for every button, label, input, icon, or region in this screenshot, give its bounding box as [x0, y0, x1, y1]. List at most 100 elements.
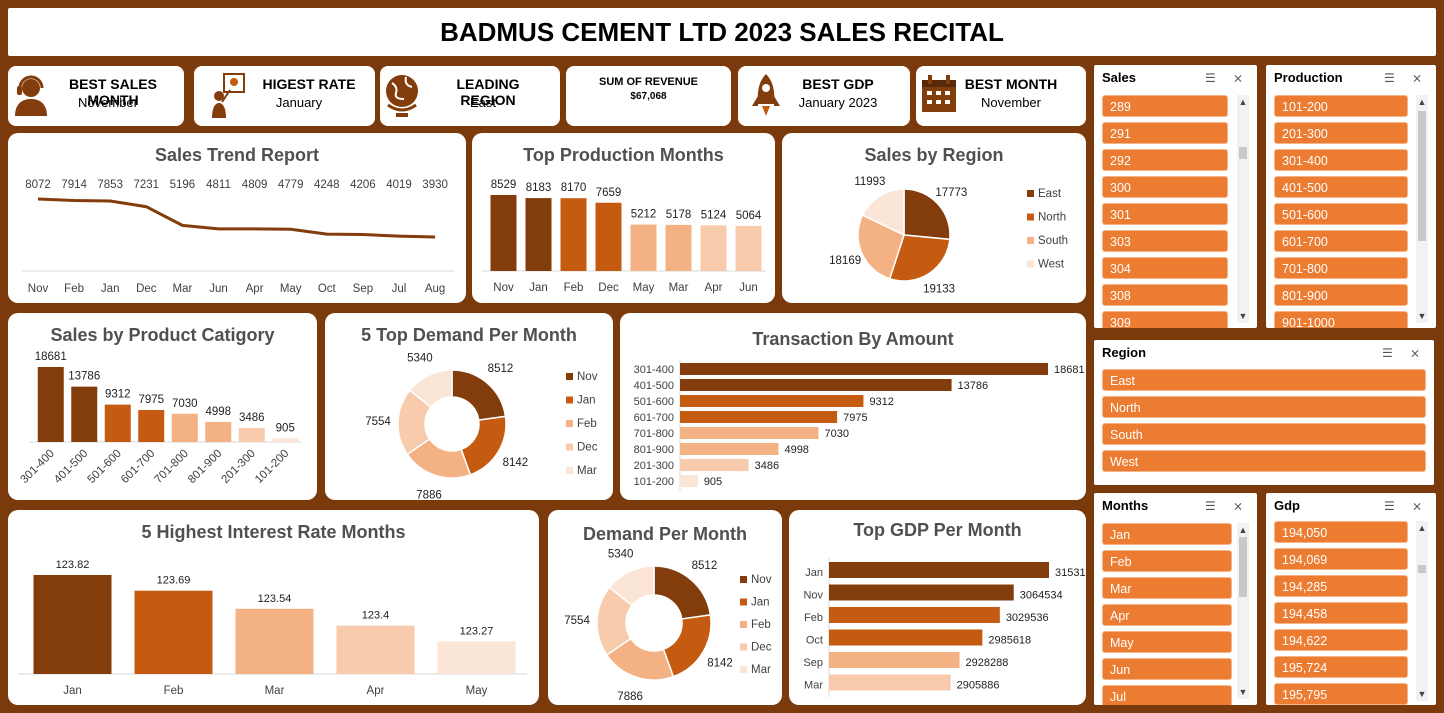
- data-label: 4248: [314, 179, 340, 191]
- slicer-item[interactable]: Jan: [1102, 523, 1232, 545]
- y-tick-label: 201-300: [634, 460, 674, 472]
- x-tick-label: May: [280, 283, 302, 295]
- region-slicer[interactable]: Region ☰ ⨯ East North South West: [1094, 340, 1434, 485]
- slicer-item[interactable]: 801-900: [1274, 284, 1408, 306]
- series-line: [37, 197, 436, 239]
- rocket-icon: [752, 74, 780, 116]
- bar: [680, 475, 698, 487]
- slicer-item[interactable]: 301-400: [1274, 149, 1408, 171]
- slicer-item[interactable]: 304: [1102, 257, 1228, 279]
- slicer-item[interactable]: 201-300: [1274, 122, 1408, 144]
- multi-select-icon[interactable]: ☰: [1384, 71, 1395, 85]
- scrollbar[interactable]: [1416, 95, 1428, 323]
- x-tick-label: Sep: [353, 283, 373, 295]
- slicer-item[interactable]: West: [1102, 450, 1426, 472]
- scrollbar[interactable]: [1416, 521, 1428, 701]
- data-label: 123.82: [56, 559, 90, 571]
- slicer-item[interactable]: 309: [1102, 311, 1228, 328]
- slicer-item[interactable]: 401-500: [1274, 176, 1408, 198]
- slicer-item[interactable]: 194,050: [1274, 521, 1408, 543]
- slicer-item[interactable]: Jun: [1102, 658, 1232, 680]
- scrollbar[interactable]: [1237, 95, 1249, 323]
- legend-label: West: [1038, 259, 1065, 271]
- slicer-item[interactable]: 300: [1102, 176, 1228, 198]
- bar: [680, 379, 952, 391]
- slicer-item[interactable]: 194,458: [1274, 602, 1408, 624]
- scroll-up-icon[interactable]: ▲: [1238, 97, 1248, 107]
- slicer-item[interactable]: 194,622: [1274, 629, 1408, 651]
- scroll-up-icon[interactable]: ▲: [1417, 523, 1427, 533]
- production-slicer[interactable]: Production ☰ ⨯ 101-200 201-300 301-400 401-500…: [1266, 65, 1436, 328]
- multi-select-icon[interactable]: ☰: [1382, 346, 1393, 360]
- legend-label: Nov: [751, 574, 772, 586]
- scrollbar-thumb[interactable]: [1239, 537, 1247, 597]
- data-label: 3029536: [1006, 612, 1049, 624]
- data-label: 4811: [206, 179, 231, 191]
- slicer-item[interactable]: 303: [1102, 230, 1228, 252]
- slicer-item[interactable]: South: [1102, 423, 1426, 445]
- scrollbar[interactable]: [1237, 523, 1249, 699]
- scroll-down-icon[interactable]: ▼: [1417, 311, 1427, 321]
- slicer-item[interactable]: 701-800: [1274, 257, 1408, 279]
- y-tick-label: 701-800: [634, 428, 674, 440]
- slicer-item[interactable]: 901-1000: [1274, 311, 1408, 328]
- slicer-item[interactable]: Feb: [1102, 550, 1232, 572]
- scrollbar-thumb[interactable]: [1418, 111, 1426, 241]
- scroll-down-icon[interactable]: ▼: [1238, 311, 1248, 321]
- slicer-item[interactable]: 501-600: [1274, 203, 1408, 225]
- sales-slicer[interactable]: Sales ☰ ⨯ 289 291 292 300 301 303 304 308 309 ▲ ▼: [1094, 65, 1257, 328]
- kpi-best-gdp: BEST GDP January 2023: [738, 66, 910, 126]
- legend-swatch: [740, 666, 747, 673]
- multi-select-icon[interactable]: ☰: [1384, 499, 1395, 513]
- clear-filter-icon[interactable]: ⨯: [1233, 499, 1244, 513]
- multi-select-icon[interactable]: ☰: [1205, 71, 1216, 85]
- data-label: 9312: [105, 389, 131, 401]
- bar: [680, 459, 749, 471]
- slicer-item[interactable]: 195,795: [1274, 683, 1408, 705]
- slicer-item[interactable]: 289: [1102, 95, 1228, 117]
- x-tick-label: Mar: [265, 685, 285, 697]
- x-tick-label: Apr: [367, 685, 385, 697]
- scrollbar-thumb[interactable]: [1239, 147, 1247, 159]
- gdp-slicer[interactable]: Gdp ☰ ⨯ 194,050 194,069 194,285 194,458 194,622…: [1266, 493, 1436, 705]
- slicer-item[interactable]: 101-200: [1274, 95, 1408, 117]
- bar: [630, 224, 657, 271]
- clear-filter-icon[interactable]: ⨯: [1410, 346, 1421, 360]
- slicer-item[interactable]: 308: [1102, 284, 1228, 306]
- slicer-item[interactable]: 291: [1102, 122, 1228, 144]
- slicer-item[interactable]: East: [1102, 369, 1426, 391]
- slicer-item[interactable]: Apr: [1102, 604, 1232, 626]
- legend-swatch: [566, 373, 573, 380]
- data-label: 5212: [631, 209, 657, 221]
- clear-filter-icon[interactable]: ⨯: [1412, 71, 1423, 85]
- slicer-item[interactable]: 292: [1102, 149, 1228, 171]
- product-category-chart: 18681 301-400 13786 401-500 9312 501-600 7975 6…: [19, 351, 302, 486]
- bar: [525, 198, 552, 271]
- slicer-item[interactable]: 601-700: [1274, 230, 1408, 252]
- scroll-up-icon[interactable]: ▲: [1238, 525, 1248, 535]
- slicer-item[interactable]: 301: [1102, 203, 1228, 225]
- scroll-up-icon[interactable]: ▲: [1417, 97, 1427, 107]
- data-label: 11993: [854, 176, 885, 188]
- data-label: 7886: [416, 489, 442, 500]
- slicer-item[interactable]: North: [1102, 396, 1426, 418]
- x-tick-label: 201-300: [220, 448, 258, 486]
- slicer-item[interactable]: May: [1102, 631, 1232, 653]
- slicer-item[interactable]: 195,724: [1274, 656, 1408, 678]
- legend-label: North: [1038, 212, 1066, 224]
- pie-slice: [861, 188, 905, 237]
- slicer-item[interactable]: 194,069: [1274, 548, 1408, 570]
- x-tick-label: 401-500: [52, 448, 90, 486]
- product-category-card: Sales by Product Catigory 18681 301-400 13…: [8, 313, 317, 500]
- slicer-item[interactable]: Mar: [1102, 577, 1232, 599]
- slicer-item[interactable]: 194,285: [1274, 575, 1408, 597]
- multi-select-icon[interactable]: ☰: [1205, 499, 1216, 513]
- clear-filter-icon[interactable]: ⨯: [1412, 499, 1423, 513]
- slicer-item[interactable]: Jul: [1102, 685, 1232, 705]
- scroll-down-icon[interactable]: ▼: [1238, 687, 1248, 697]
- data-label: 3153186: [1055, 567, 1086, 579]
- scroll-down-icon[interactable]: ▼: [1417, 689, 1427, 699]
- clear-filter-icon[interactable]: ⨯: [1233, 71, 1244, 85]
- scrollbar-thumb[interactable]: [1418, 565, 1426, 573]
- months-slicer[interactable]: Months ☰ ⨯ Jan Feb Mar Apr May Jun Jul ▲ ▼: [1094, 493, 1257, 705]
